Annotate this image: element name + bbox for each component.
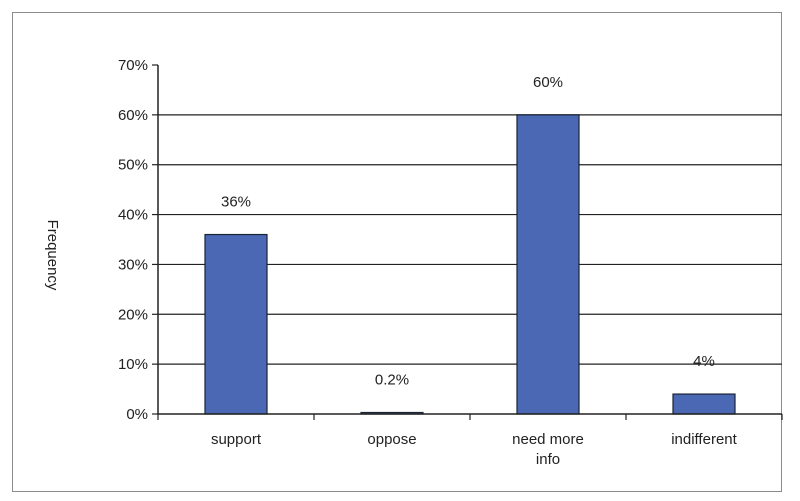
y-tick-label: 50% — [118, 157, 148, 174]
y-tick-label: 30% — [118, 256, 148, 273]
y-axis-ticks: 0% 10% 20% 30% 40% 50% 60% 70% — [118, 57, 158, 423]
x-category-label: oppose — [367, 431, 416, 448]
y-tick-label: 20% — [118, 306, 148, 323]
y-tick-label: 40% — [118, 207, 148, 224]
bar — [204, 233, 268, 415]
data-label: 36% — [221, 194, 251, 211]
y-tick-label: 10% — [118, 356, 148, 373]
data-labels: 36% 0.2% 60% 4% — [221, 74, 715, 389]
x-axis-categories: support oppose need more info indifferent — [157, 414, 783, 468]
data-label: 60% — [533, 74, 563, 91]
bar — [672, 393, 736, 415]
bar — [516, 114, 580, 415]
x-category-label: support — [211, 431, 262, 448]
x-category-label: need more info — [512, 431, 584, 468]
y-tick-label: 70% — [118, 57, 148, 74]
data-label: 0.2% — [375, 372, 409, 389]
y-tick-label: 60% — [118, 107, 148, 124]
y-axis-title: Frequency — [44, 220, 61, 291]
y-tick-label: 0% — [126, 406, 148, 423]
data-label: 4% — [693, 353, 715, 370]
x-category-label: indifferent — [671, 431, 737, 448]
